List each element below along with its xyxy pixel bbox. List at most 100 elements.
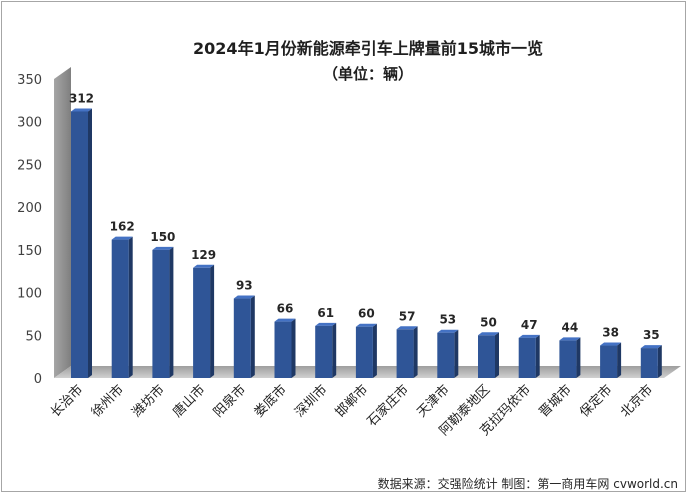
- y-tick-label-6: 300: [17, 116, 42, 131]
- bar-top-4: [233, 295, 255, 299]
- y-axis: 0 50 100 150 200 250 300 350: [17, 73, 42, 387]
- category-label-13: 保定市: [577, 382, 616, 421]
- bar-side-5: [291, 318, 296, 378]
- bar-side-3: [210, 264, 215, 378]
- bar-side-13: [617, 342, 622, 378]
- bar-top-1: [111, 236, 133, 240]
- value-label-6: 61: [317, 306, 334, 320]
- value-label-8: 57: [399, 309, 416, 323]
- bar-front-0: [71, 111, 88, 378]
- bar-front-2: [152, 249, 170, 378]
- bar-13: [600, 342, 622, 378]
- category-label-0: 长治市: [47, 382, 86, 421]
- bar-side-10: [495, 332, 499, 378]
- bar-top-5: [274, 318, 296, 322]
- bar-side-8: [413, 326, 418, 378]
- value-label-11: 47: [521, 318, 538, 332]
- bar-front-7: [355, 326, 373, 378]
- value-label-5: 66: [277, 302, 294, 316]
- bar-9: [437, 329, 459, 378]
- bar-front-4: [233, 298, 251, 378]
- y-tick-label-2: 100: [17, 287, 42, 302]
- category-label-3: 唐山市: [170, 382, 209, 421]
- bar-top-14: [640, 345, 662, 349]
- chart-title: 2024年1月份新能源牵引车上牌量前15城市一览: [193, 39, 543, 58]
- y-tick-label-3: 150: [17, 244, 42, 259]
- bar-top-11: [518, 334, 540, 338]
- bar-top-7: [355, 323, 377, 327]
- category-label-8: 石家庄市: [364, 382, 412, 430]
- bar-side-2: [169, 246, 174, 378]
- bar-side-4: [250, 295, 255, 378]
- value-label-2: 150: [150, 230, 175, 244]
- value-label-1: 162: [110, 220, 135, 234]
- bar-2: [152, 246, 174, 378]
- bar-top-9: [437, 329, 459, 333]
- value-label-0: 312: [69, 91, 94, 105]
- bar-front-6: [315, 325, 333, 378]
- bar-side-9: [454, 329, 459, 378]
- bars: [71, 108, 662, 378]
- category-label-2: 潍坊市: [129, 382, 168, 421]
- bar-front-14: [640, 348, 658, 378]
- bar-side-0: [88, 108, 92, 378]
- bar-side-1: [128, 236, 133, 378]
- y-tick-label-7: 350: [17, 73, 42, 88]
- category-label-1: 徐州市: [88, 382, 127, 421]
- bar-7: [355, 323, 377, 378]
- value-label-14: 35: [643, 328, 660, 342]
- y-tick-label-1: 50: [25, 329, 42, 344]
- category-label-14: 北京市: [617, 382, 656, 421]
- bar-0: [71, 108, 92, 378]
- bar-front-11: [518, 337, 536, 378]
- bar-side-11: [535, 334, 540, 378]
- bar-front-10: [478, 335, 495, 378]
- bar-top-8: [396, 326, 418, 330]
- value-label-9: 53: [439, 313, 456, 327]
- bar-top-10: [478, 332, 499, 336]
- bar-8: [396, 326, 418, 378]
- bar-14: [640, 345, 662, 378]
- bar-top-12: [559, 337, 581, 341]
- bar-front-3: [193, 267, 211, 378]
- bar-4: [233, 295, 255, 378]
- bar-front-1: [111, 239, 129, 378]
- value-label-12: 44: [562, 320, 579, 334]
- y-tick-label-0: 0: [34, 372, 42, 387]
- bar-front-8: [396, 329, 414, 378]
- value-label-4: 93: [236, 279, 253, 293]
- bar-3: [193, 264, 215, 378]
- y-tick-label-4: 200: [17, 201, 42, 216]
- bar-top-6: [315, 322, 337, 326]
- value-label-13: 38: [602, 326, 619, 340]
- category-label-4: 阳泉市: [210, 382, 249, 421]
- bar-5: [274, 318, 296, 378]
- bar-front-12: [559, 340, 577, 378]
- bar-side-12: [576, 337, 581, 378]
- value-label-3: 129: [191, 248, 216, 262]
- bar-12: [559, 337, 581, 378]
- bar-front-5: [274, 321, 292, 378]
- bar-side-7: [372, 323, 377, 378]
- chart-back-wall: [54, 67, 71, 378]
- bar-6: [315, 322, 337, 378]
- bar-front-13: [600, 345, 618, 378]
- bar-top-13: [600, 342, 622, 346]
- category-label-6: 深圳市: [292, 382, 331, 421]
- bar-top-2: [152, 246, 174, 250]
- bar-1: [111, 236, 133, 378]
- bar-side-6: [332, 322, 337, 378]
- bar-top-3: [193, 264, 215, 268]
- value-label-10: 50: [480, 315, 497, 329]
- bar-10: [478, 332, 499, 378]
- source-note: 数据来源：交强险统计 制图：第一商用车网 cvworld.cn: [378, 476, 678, 491]
- category-label-7: 邯郸市: [332, 382, 371, 421]
- bar-11: [518, 334, 540, 378]
- category-label-5: 娄底市: [251, 382, 290, 421]
- bar-front-9: [437, 332, 455, 378]
- category-label-12: 晋城市: [536, 382, 575, 421]
- category-label-9: 天津市: [414, 382, 453, 421]
